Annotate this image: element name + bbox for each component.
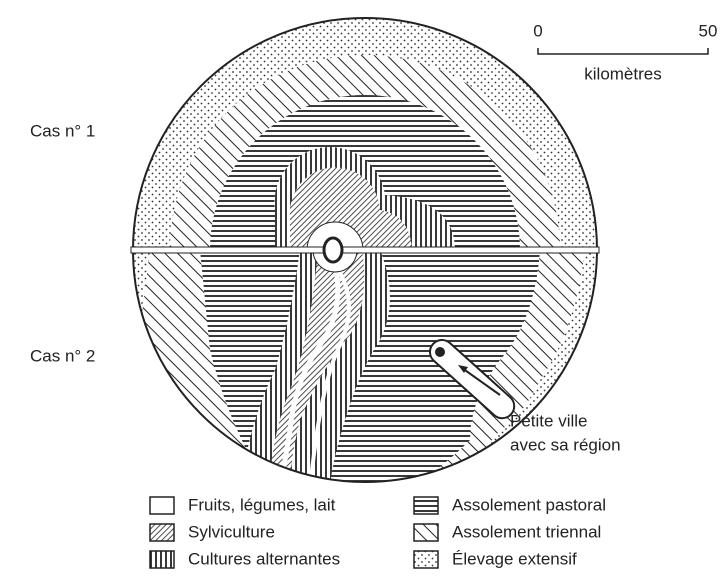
divider-band xyxy=(130,246,600,254)
scale-start: 0 xyxy=(533,21,542,40)
city xyxy=(322,236,344,264)
case-label: Cas n° 2 xyxy=(30,346,95,365)
town-label: avec sa région xyxy=(510,435,621,454)
town-label: Petite ville xyxy=(510,411,587,430)
scale-bar: 0 50 kilomètres xyxy=(533,21,717,83)
small-town xyxy=(429,339,516,420)
case-1 xyxy=(133,18,597,250)
scale-end: 50 xyxy=(699,21,718,40)
legend-label: Assolement pastoral xyxy=(452,495,606,514)
case-label: Cas n° 1 xyxy=(30,121,95,140)
legend-label: Élevage extensif xyxy=(452,549,577,568)
legend: Fruits, légumes, lait Sylviculture Cultu… xyxy=(149,495,606,569)
legend-label: Assolement triennal xyxy=(452,522,601,541)
legend-label: Cultures alternantes xyxy=(188,549,340,568)
legend-label: Fruits, légumes, lait xyxy=(188,495,336,514)
scale-unit: kilomètres xyxy=(584,64,661,83)
legend-label: Sylviculture xyxy=(188,522,275,541)
